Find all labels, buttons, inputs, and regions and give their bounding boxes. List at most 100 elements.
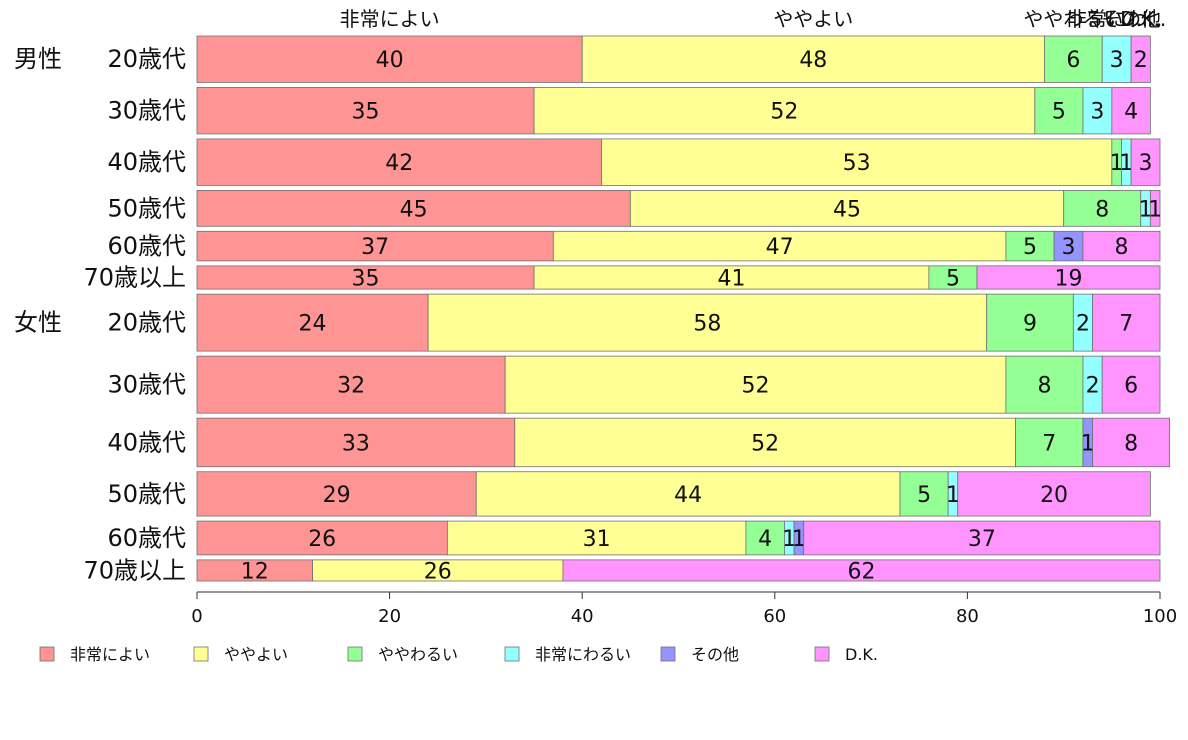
- bar-value-label: 2: [1076, 312, 1090, 337]
- bar-value-label: 20: [1040, 483, 1068, 508]
- bar-segment: [1015, 417, 1084, 468]
- row-label: 50歳代: [107, 194, 186, 222]
- x-tick-label: 40: [571, 606, 594, 627]
- bar-segment: [427, 293, 988, 352]
- bar-value-label: 42: [385, 151, 413, 176]
- bar-row: 26 31 4 11 37: [196, 520, 1161, 556]
- bar-segment: [475, 471, 901, 517]
- row-label: 30歳代: [107, 97, 186, 125]
- bar-value-label: 1: [792, 527, 806, 552]
- bar-value-label: 52: [751, 431, 779, 456]
- bar-segment: [976, 265, 1161, 290]
- bar-segment: [1053, 230, 1084, 262]
- bar-value-label: 35: [352, 266, 380, 291]
- bar-segment: [446, 520, 747, 556]
- x-tick-label: 100: [1143, 606, 1177, 627]
- bar-segment: [986, 293, 1074, 352]
- legend-label: D.K.: [845, 645, 878, 664]
- bar-value-label: 62: [847, 559, 875, 584]
- bar-row: 35 41 5 19: [196, 265, 1161, 291]
- top-label-1: ややよい: [773, 7, 853, 31]
- bar-segment: [196, 471, 477, 517]
- bar-value-label: 6: [1066, 48, 1080, 73]
- bar-value-label: 8: [1124, 431, 1138, 456]
- bar-value-label: 3: [1090, 100, 1104, 125]
- bar-value-label: 8: [1114, 235, 1128, 260]
- bar-value-label: 48: [799, 48, 827, 73]
- bar-value-label: 7: [1119, 312, 1133, 337]
- bar-value-label: 32: [337, 374, 365, 399]
- row-label: 50歳代: [107, 480, 186, 508]
- bar-row: 35 52 5 3 4: [196, 87, 1151, 135]
- bar-value-label: 6: [1124, 374, 1138, 399]
- row-label: 70歳以上: [83, 263, 186, 291]
- legend-label: その他: [691, 645, 739, 664]
- bar-value-label: 41: [717, 266, 745, 291]
- bar-value-label: 26: [308, 527, 336, 552]
- bar-segment: [1149, 189, 1161, 227]
- bar-value-label: 7: [1042, 431, 1056, 456]
- legend-swatch: [504, 646, 520, 662]
- bar-value-label: 29: [323, 483, 351, 508]
- row-label: 60歳代: [107, 232, 186, 260]
- bar-row: 37 47 5 3 8: [196, 230, 1161, 262]
- bar-value-label: 2: [1134, 48, 1148, 73]
- bar-value-label: 53: [843, 151, 871, 176]
- bar-value-label: 37: [968, 527, 996, 552]
- bar-value-label: 5: [917, 483, 931, 508]
- bar-segment: [1092, 293, 1161, 352]
- legend: 非常によい ややよい ややわるい 非常にわるい その他 D.K.: [39, 645, 878, 664]
- bar-segment: [196, 138, 602, 186]
- row-labels: 20歳代男性30歳代40歳代50歳代60歳代70歳以上20歳代女性30歳代40歳…: [14, 45, 186, 584]
- bar-segment: [1005, 230, 1055, 262]
- bar-value-label: 1: [1081, 431, 1095, 456]
- bar-value-label: 2: [1086, 374, 1100, 399]
- bar-row: 33 52 7 1 8: [196, 417, 1171, 468]
- bar-segment: [1082, 230, 1161, 262]
- legend-label: ややよい: [224, 645, 288, 664]
- top-label-4: その他: [1101, 7, 1161, 31]
- bar-value-label: 12: [241, 559, 269, 584]
- bar-value-label: 26: [424, 559, 452, 584]
- x-axis: 0 20 40 60 80 100: [191, 591, 1177, 627]
- bar-segment: [1092, 417, 1171, 468]
- bar-segment: [504, 355, 1007, 414]
- legend-swatch: [814, 646, 830, 662]
- legend-label: ややわるい: [378, 645, 458, 664]
- bar-value-label: 47: [766, 235, 794, 260]
- bar-value-label: 8: [1037, 374, 1051, 399]
- bar-segment: [1130, 35, 1151, 83]
- bar-value-label: 52: [770, 100, 798, 125]
- bar-value-label: 1: [782, 527, 796, 552]
- legend-swatch: [39, 646, 55, 662]
- bar-segment: [1111, 87, 1151, 135]
- bar-segment: [196, 87, 535, 135]
- bar-value-label: 1: [1148, 197, 1162, 222]
- bar-value-label: 5: [1023, 235, 1037, 260]
- bar-value-label: 37: [361, 235, 389, 260]
- x-tick-label: 80: [956, 606, 979, 627]
- legend-swatch: [193, 646, 209, 662]
- bar-value-label: 24: [299, 312, 327, 337]
- bar-segment: [1063, 189, 1142, 227]
- x-tick-label: 60: [763, 606, 786, 627]
- row-label: 20歳代: [107, 309, 186, 337]
- bar-segment: [629, 189, 1065, 227]
- bar-segment: [552, 230, 1007, 262]
- bar-row: 42 53 11 3: [196, 138, 1161, 186]
- bar-value-label: 3: [1110, 48, 1124, 73]
- row-label: 60歳代: [107, 524, 186, 552]
- bar-value-label: 5: [1052, 100, 1066, 125]
- top-label-2: ややわるい: [1023, 7, 1123, 31]
- bar-segment: [196, 189, 631, 227]
- x-tick-label: 0: [191, 606, 202, 627]
- bar-value-label: 35: [352, 100, 380, 125]
- bar-segment: [1130, 138, 1161, 186]
- bar-segment: [1101, 35, 1132, 83]
- bar-row: 45 45 8 11: [196, 189, 1162, 227]
- row-label: 70歳以上: [83, 556, 186, 584]
- top-label-0: 非常によい: [340, 7, 440, 31]
